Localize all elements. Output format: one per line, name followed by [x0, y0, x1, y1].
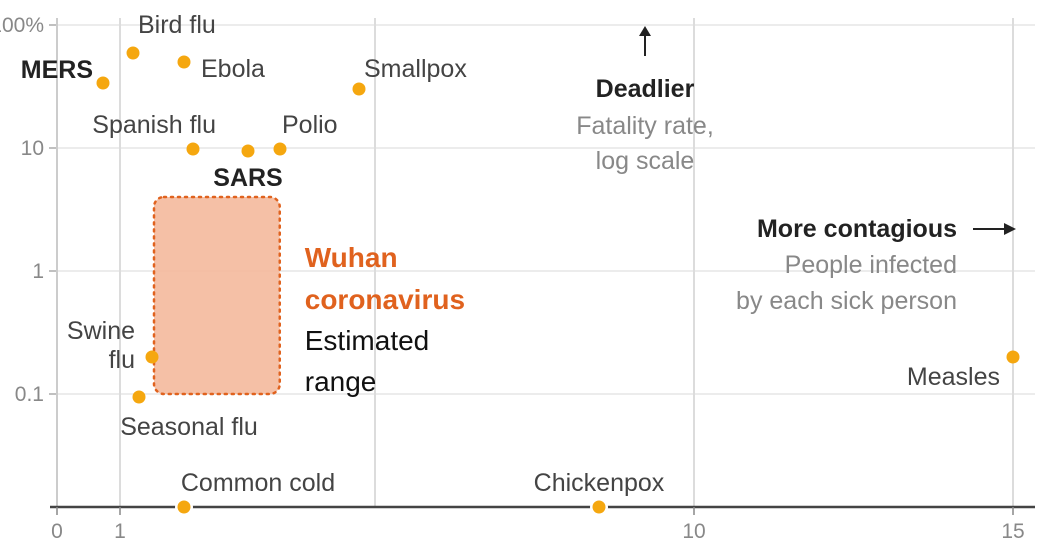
x-tick-label: 15 [1001, 520, 1024, 543]
point-smallpox [352, 82, 366, 96]
wuhan-range-box [152, 195, 281, 396]
point-bird-flu [126, 46, 140, 60]
y-tick-label: 10 [21, 137, 44, 160]
y-direction-line-2: log scale [596, 147, 695, 175]
label-mers: MERS [21, 56, 93, 84]
point-seasonal-flu [132, 390, 146, 404]
label-spanish-flu: Spanish flu [92, 111, 216, 139]
data-points [96, 46, 1020, 516]
y-tick-label: 0.1 [15, 383, 44, 406]
x-tick-label: 0 [51, 520, 63, 543]
wuhan-subtitle-line-1: Estimated [305, 325, 430, 356]
label-swine-flu: Swine [67, 317, 135, 345]
x-tick-label: 1 [114, 520, 126, 543]
y-tick-label: 100% [0, 14, 44, 37]
label-common-cold: Common cold [181, 469, 335, 497]
x-direction-title: More contagious [757, 215, 957, 243]
point-measles [1006, 350, 1020, 364]
point-ebola [177, 55, 191, 69]
label-measles: Measles [907, 363, 1000, 391]
up-arrow-icon [639, 26, 651, 36]
y-tick-label: 1 [32, 260, 44, 283]
y-direction-title: Deadlier [596, 75, 695, 103]
label-swine-flu: flu [109, 346, 135, 374]
annotations: Deadlier Fatality rate, log scale More c… [576, 26, 1016, 315]
point-mers [96, 76, 110, 90]
label-ebola: Ebola [201, 55, 265, 83]
label-polio: Polio [282, 111, 338, 139]
wuhan-title-line-2: coronavirus [305, 284, 465, 315]
point-labels: Bird flu MERS Ebola Smallpox Spanish flu SARS… [21, 11, 1000, 497]
x-direction-line-2: by each sick person [736, 287, 957, 315]
wuhan-subtitle-line-2: range [305, 366, 377, 397]
point-swine-flu [145, 350, 159, 364]
point-chickenpox [592, 500, 606, 514]
axes: 0.1 1 10 100% 0 1 10 15 [0, 14, 1035, 543]
label-bird-flu: Bird flu [138, 11, 216, 39]
point-spanish-flu [186, 142, 200, 156]
x-direction-line-1: People infected [785, 251, 957, 279]
right-arrow-icon [1004, 223, 1016, 235]
label-chickenpox: Chickenpox [534, 469, 665, 497]
y-direction-line-1: Fatality rate, [576, 112, 714, 140]
x-tick-label: 10 [682, 520, 705, 543]
range-box-layer: Wuhan coronavirus Estimated range [152, 195, 465, 397]
label-sars: SARS [213, 164, 282, 192]
point-sars [241, 144, 255, 158]
wuhan-title-line-1: Wuhan [305, 242, 398, 273]
label-seasonal-flu: Seasonal flu [120, 413, 258, 441]
point-common-cold [177, 500, 191, 514]
point-polio [273, 142, 287, 156]
label-smallpox: Smallpox [364, 55, 467, 83]
